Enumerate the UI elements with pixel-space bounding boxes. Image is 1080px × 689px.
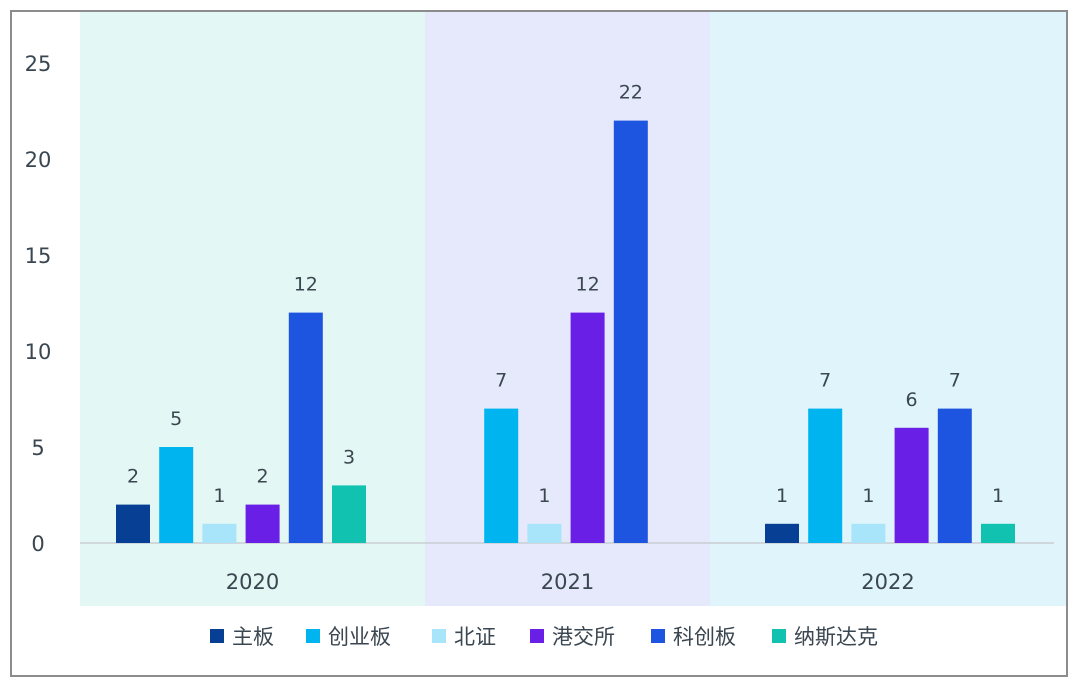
data-label: 3 [343,446,355,468]
legend-swatch [651,629,665,643]
data-label: 12 [576,274,600,296]
legend-swatch [530,629,544,643]
bar [332,485,366,543]
data-label: 1 [862,485,874,507]
bar [981,523,1015,543]
legend: 主板 创业板 北证 港交所 科创板 纳斯达克 [210,625,878,649]
y-tick-label: 5 [31,436,44,460]
y-tick-label: 15 [25,244,52,268]
data-label: 12 [294,274,318,296]
legend-label: 北证 [454,625,496,649]
y-tick-label: 0 [31,532,44,556]
bar [765,523,799,543]
data-label: 7 [495,370,507,392]
bar [484,408,519,543]
y-tick-label: 20 [25,148,52,172]
legend-swatch [772,629,786,643]
bar [159,447,194,543]
bar [202,523,237,543]
data-label: 1 [776,485,788,507]
legend-label: 纳斯达克 [794,625,878,649]
category-label: 2022 [861,570,914,594]
category-label: 2021 [541,570,594,594]
legend-label: 创业板 [328,625,391,649]
bar [527,523,562,543]
data-label: 7 [819,370,831,392]
group-band-2021 [425,12,710,606]
data-label: 1 [538,485,550,507]
bar [851,523,886,543]
data-label: 2 [257,466,269,488]
bar [937,408,972,543]
data-label: 1 [992,485,1004,507]
data-label: 5 [170,408,182,430]
y-tick-label: 10 [25,340,52,364]
data-label: 22 [619,82,643,104]
data-label: 7 [949,370,961,392]
legend-swatch [210,629,224,643]
data-label: 2 [127,466,139,488]
bar [894,427,929,543]
bar [288,312,323,543]
legend-swatch [432,629,446,643]
data-label: 1 [213,485,225,507]
group-band-2022 [710,12,1066,606]
bar [613,120,648,543]
category-label: 2020 [226,570,279,594]
legend-label: 主板 [232,625,274,649]
legend-label: 科创板 [673,625,736,649]
bar-layer [116,120,1015,543]
y-tick-label: 25 [25,52,52,76]
bar [808,408,843,543]
legend-label: 港交所 [552,625,615,649]
legend-swatch [306,629,320,643]
data-label: 6 [906,389,918,411]
bar [570,312,605,543]
bar [116,504,150,543]
bar [245,504,280,543]
